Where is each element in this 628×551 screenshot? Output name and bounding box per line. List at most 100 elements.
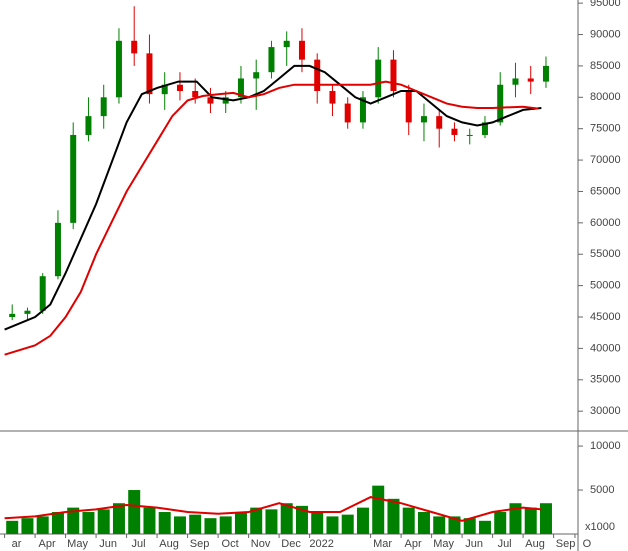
candle-body [237,78,244,98]
candle-body [344,103,351,123]
volume-bar [326,516,339,534]
volume-bar [448,516,461,534]
volume-bar [204,518,217,534]
y-tick-label: 35000 [590,374,621,386]
candle-body [329,91,336,104]
volume-bar [356,507,369,534]
candle-body [268,47,275,73]
candle-body [70,134,77,223]
candle-body [146,53,153,95]
y-tick-label: 5000 [590,484,614,496]
ma-line [4,80,539,356]
candle-body [512,78,519,85]
y-tick-label: 10000 [590,440,621,452]
volume-bar [6,520,19,534]
volume-bar [387,498,400,534]
volume-bar [494,512,507,534]
y-tick-label: 85000 [590,60,621,72]
candle-body [481,122,488,135]
volume-bar [295,505,308,534]
candle-body [9,313,16,318]
volume-bar [97,509,110,534]
volume-bar [417,512,430,534]
x-tick-label: Dec [281,538,301,550]
x-tick-label: Jun [99,538,117,550]
volume-bar [67,507,80,534]
volume-bar [265,509,278,534]
volume-bar [143,507,156,534]
volume-bar [128,490,141,534]
y-tick-label: 60000 [590,217,621,229]
ma-line [4,64,542,331]
x-tick-label: ar [12,538,22,550]
x-tick-label: Sep [190,538,210,550]
volume-bar [36,516,49,534]
candle-body [207,97,214,104]
candle-body [85,116,92,135]
x-tick-label: Jul [132,538,146,550]
candle-body [359,97,366,123]
volume-bar [280,503,293,534]
volume-bar [82,512,95,534]
candle-body [176,84,183,92]
y-tick-label: 90000 [590,28,621,40]
y-tick-label: 55000 [590,248,621,260]
y-tick-label: 30000 [590,405,621,417]
volume-bar [463,518,476,534]
volume-bar [219,516,232,534]
volume-bar [539,503,552,534]
volume-bar [341,514,354,534]
candle-body [39,276,46,311]
candle-body [497,84,504,123]
volume-bar [51,512,64,534]
candle-body [375,59,382,98]
x-tick-label: Oct [222,538,239,550]
candle-body [527,78,534,82]
x-tick-label: Aug [525,538,545,550]
x-tick-label: Apr [405,538,422,550]
candle-body [420,116,427,123]
candle-body [131,40,138,54]
volume-bar [112,503,125,534]
x-tick-label: Sep [556,538,576,550]
x-tick-label: Apr [39,538,56,550]
x-tick-label: O [583,538,592,550]
volume-bar [372,485,385,534]
candle-body [390,59,397,92]
y-tick-label: 40000 [590,342,621,354]
candle-body [161,84,168,95]
x-tick-label: Mar [373,538,392,550]
y-tick-label: 80000 [590,91,621,103]
x-tick-label: May [67,538,88,550]
x-tick-label: Aug [159,538,179,550]
volume-bar [173,516,186,534]
volume-bar [189,514,202,534]
candle-body [24,310,31,314]
y-tick-label: 70000 [590,154,621,166]
candle-body [542,65,549,82]
candle-body [405,91,412,123]
volume-bar [478,520,491,534]
volume-bar [433,516,446,534]
candle-body [54,222,61,277]
x-tick-label: Nov [251,538,271,550]
y-tick-label: 50000 [590,280,621,292]
volume-bar [234,512,247,534]
candle-body [115,40,122,98]
candle-body [451,128,458,135]
candle-body [222,97,229,104]
y-tick-label: 45000 [590,311,621,323]
x-tick-label: May [433,538,454,550]
volume-bar [158,512,171,534]
x-tick-label: Jun [465,538,483,550]
unit-label: x1000 [585,521,615,533]
volume-bar [311,512,324,534]
volume-bar [524,507,537,534]
ma-line [4,496,542,522]
volume-bar [21,518,34,534]
x-tick-label: 2022 [309,538,333,550]
volume-bar [402,507,415,534]
candle-body [192,91,199,98]
x-tick-label: Jul [498,538,512,550]
